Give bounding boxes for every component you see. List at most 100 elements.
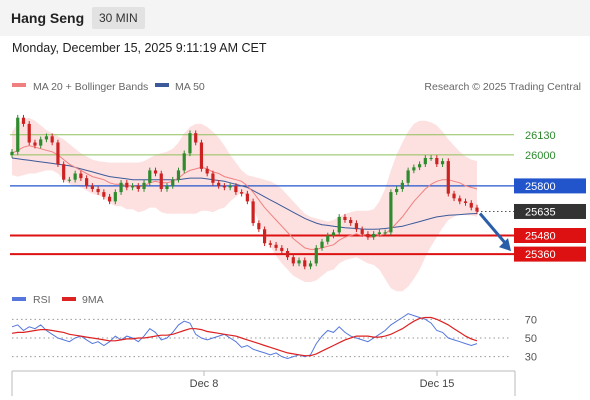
candle-body <box>280 247 284 251</box>
candle-body <box>211 173 215 183</box>
candle-body <box>429 158 433 159</box>
candle-body <box>417 164 422 168</box>
candle <box>73 170 77 183</box>
candle <box>16 114 20 155</box>
candle <box>153 167 158 177</box>
candle <box>452 190 456 202</box>
candle <box>222 183 227 191</box>
candle <box>125 180 129 191</box>
x-tick-label: Dec 15 <box>420 378 455 390</box>
candle-body <box>44 136 49 140</box>
candle <box>142 180 146 192</box>
candle <box>475 204 479 215</box>
candle-body <box>245 193 249 202</box>
timestamp: Monday, December 15, 2025 9:11:19 AM CET <box>12 41 267 55</box>
candle <box>274 242 278 251</box>
candle-body <box>188 133 192 154</box>
candle-body <box>320 241 324 248</box>
candle-body <box>148 170 152 183</box>
candle <box>79 170 83 181</box>
candle <box>395 186 399 195</box>
candle-body <box>285 251 290 258</box>
candle <box>159 170 163 192</box>
rsi-tick-label: 30 <box>525 352 537 364</box>
candle-body <box>366 233 370 238</box>
candle <box>228 183 232 191</box>
candle <box>469 200 473 211</box>
rsi-line <box>11 313 478 360</box>
support-level-label: 25360 <box>525 249 556 261</box>
candle-body <box>96 189 100 193</box>
candle-body <box>39 139 43 146</box>
support-level-tag <box>514 228 586 243</box>
candle-body <box>240 192 244 194</box>
candle <box>314 245 318 267</box>
ma50-legend-label: MA 50 <box>175 81 205 93</box>
candle <box>268 240 272 248</box>
candle-body <box>67 179 72 181</box>
candle <box>176 167 181 183</box>
candle <box>291 254 295 267</box>
candle-body <box>377 232 382 234</box>
candle-body <box>268 243 272 245</box>
title-bar: Hang Seng 30 MIN <box>0 0 590 36</box>
candle <box>199 139 204 172</box>
candle <box>280 245 284 254</box>
candle-body <box>331 232 336 236</box>
candle-body <box>159 173 163 189</box>
candle <box>148 167 152 186</box>
candle-body <box>412 167 416 171</box>
candle-body <box>90 185 94 189</box>
candle <box>56 139 60 167</box>
candle <box>423 155 427 167</box>
ma20-line <box>11 145 478 250</box>
candle-body <box>62 164 66 180</box>
current-level-tag <box>514 203 586 219</box>
candle-body <box>205 168 209 174</box>
x-tick-label: Dec 8 <box>190 378 219 390</box>
candle-body <box>337 216 341 233</box>
candle-body <box>262 229 267 244</box>
forecast-arrow-head <box>499 238 511 252</box>
resistance-level-tag <box>514 127 586 143</box>
candle <box>349 217 353 226</box>
candle <box>440 158 445 167</box>
ma20-legend-label: MA 20 + Bollinger Bands <box>33 81 148 93</box>
candle-body <box>326 235 330 242</box>
candle <box>412 164 416 174</box>
candle-body <box>463 201 468 203</box>
ma50-line <box>11 157 478 230</box>
candle-body <box>27 123 31 143</box>
candle-body <box>153 170 158 174</box>
candle <box>44 133 49 143</box>
candle <box>90 183 94 192</box>
forecast-arrow-shaft <box>478 212 509 247</box>
candle <box>245 190 249 205</box>
candle <box>113 189 117 205</box>
candle <box>326 232 330 245</box>
candle <box>297 257 301 267</box>
candle <box>458 195 462 205</box>
ma9-legend-label: 9MA <box>82 294 104 306</box>
candle <box>21 114 26 127</box>
candle-body <box>222 185 227 188</box>
rsi-ma9-line <box>11 316 478 357</box>
candle <box>234 183 238 195</box>
support-level-label: 25480 <box>525 231 556 243</box>
candle-body <box>194 133 198 143</box>
candle-body <box>308 263 313 267</box>
candle <box>446 158 450 197</box>
rsi-legend-label: RSI <box>33 294 51 306</box>
candle-body <box>10 151 14 155</box>
candle <box>262 226 267 247</box>
candle <box>429 155 433 161</box>
rsi-tick-label: 70 <box>525 314 537 326</box>
candle <box>285 248 290 260</box>
candle <box>39 136 43 149</box>
rsi-tick-label: 50 <box>525 333 537 345</box>
timeframe-button[interactable]: 30 MIN <box>92 7 145 29</box>
candle-body <box>16 117 20 152</box>
candle-body <box>199 142 204 169</box>
candle-body <box>395 189 399 193</box>
candle-body <box>354 223 359 230</box>
